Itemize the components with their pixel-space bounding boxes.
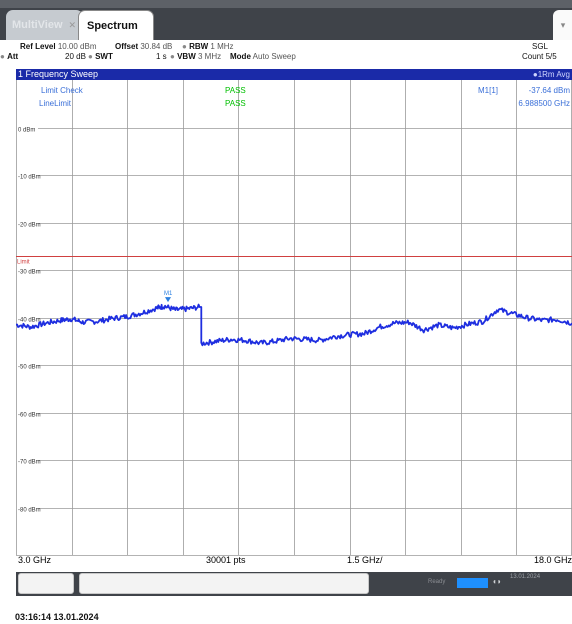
- ref-level-param[interactable]: Ref Level 10.00 dBm: [20, 42, 97, 51]
- mode-param[interactable]: Mode Auto Sweep: [230, 52, 296, 61]
- plot-background: [16, 80, 572, 567]
- bullet-icon: ●: [182, 42, 187, 51]
- trace-label: 1Rm Avg: [537, 70, 570, 79]
- offset-label: Offset: [115, 42, 139, 51]
- y-tick-label: -50 dBm: [18, 365, 41, 371]
- sweep-count: Count 5/5: [522, 52, 557, 61]
- y-tick-labels: 0 dBm -10 dBm -20 dBm -30 dBm -40 dBm -50 dBm…: [18, 128, 41, 514]
- marker-readout-frequency: 6.988500 GHz: [518, 99, 570, 108]
- tab-close-icon[interactable]: ✕: [68, 19, 77, 30]
- window-title-bar[interactable]: 1 Frequency Sweep ●1Rm Avg: [16, 69, 572, 80]
- stop-frequency: 18.0 GHz: [533, 555, 572, 565]
- att-param[interactable]: ● Att: [0, 52, 18, 61]
- trace-indicator: ●1Rm Avg: [533, 69, 570, 80]
- bullet-icon: ●: [170, 52, 175, 61]
- tab-multiview[interactable]: MultiView ✕: [6, 10, 83, 40]
- att-value: 20 dB: [65, 52, 86, 61]
- window-title: 1 Frequency Sweep: [18, 69, 99, 79]
- line-limit-result: PASS: [225, 99, 246, 108]
- marker-m1-triangle: [165, 297, 171, 303]
- line-limit-label: LineLimit: [39, 99, 72, 108]
- spectrum-plot[interactable]: Limit 0 dBm -10 dBm -20 dBm -30 dBm -40 dBm -…: [16, 80, 572, 567]
- offset-value: 30.84 dB: [140, 42, 173, 51]
- mode-value: Auto Sweep: [252, 52, 296, 61]
- trace-group: [16, 303, 572, 347]
- status-date: 13.01.2024: [510, 574, 541, 580]
- bullet-icon: ●: [88, 52, 93, 61]
- plot-grid: [16, 80, 572, 556]
- y-tick-label: -20 dBm: [18, 223, 41, 229]
- att-label: Att: [7, 52, 19, 61]
- vbw-label: VBW: [177, 52, 196, 61]
- ref-level-label: Ref Level: [20, 42, 56, 51]
- marker-readout-label: M1[1]: [478, 86, 498, 95]
- status-bar: Ready ◖◗ 13.01.2024: [16, 572, 572, 596]
- tab-multiview-label: MultiView: [12, 19, 63, 31]
- vbw-value: 3 MHz: [197, 52, 222, 61]
- y-tick-label: -80 dBm: [18, 508, 41, 514]
- span-per-division: 1.5 GHz/: [347, 555, 383, 565]
- measurement-parameters-panel[interactable]: Ref Level 10.00 dBm Offset 30.84 dB ● RB…: [0, 40, 572, 68]
- tab-dropdown-chevron-icon[interactable]: ▾: [553, 10, 572, 40]
- sgl-indicator: SGL: [532, 42, 549, 51]
- trace-1-line: [16, 303, 572, 347]
- rbw-value: 1 MHz: [210, 42, 234, 51]
- offset-param[interactable]: Offset 30.84 dB: [115, 42, 172, 51]
- mode-label: Mode: [230, 52, 251, 61]
- marker-readout-level: -37.64 dBm: [529, 86, 571, 95]
- trace-dot-icon: ●: [532, 70, 538, 79]
- swt-value: 1 s: [156, 52, 167, 61]
- limit-check-label: Limit Check: [41, 86, 84, 95]
- swt-label: SWT: [95, 52, 113, 61]
- tab-spectrum[interactable]: Spectrum: [78, 10, 154, 40]
- swt-param[interactable]: ● SWT: [88, 52, 113, 61]
- ref-level-value: 10.00 dBm: [57, 42, 97, 51]
- start-frequency: 3.0 GHz: [18, 555, 52, 565]
- vbw-param[interactable]: ● VBW 3 MHz: [170, 52, 221, 61]
- screenshot-timestamp: 03:16:14 13.01.2024: [15, 612, 99, 622]
- status-field-left[interactable]: [18, 573, 74, 594]
- marker-m1-label: M1: [164, 291, 173, 297]
- limit-line-label: Limit: [17, 260, 30, 266]
- limit-line-group: Limit: [16, 256, 572, 266]
- instrument-status-icon: ◖◗: [492, 577, 502, 586]
- limit-check-result: PASS: [225, 86, 246, 95]
- bullet-icon: ●: [0, 52, 5, 61]
- rbw-label: RBW: [189, 42, 209, 51]
- y-tick-label: -70 dBm: [18, 460, 41, 466]
- y-tick-label: 0 dBm: [18, 128, 35, 134]
- top-toolbar-strip: [0, 0, 572, 8]
- rbw-param[interactable]: ● RBW 1 MHz: [182, 42, 234, 51]
- y-tick-label: -60 dBm: [18, 413, 41, 419]
- y-tick-label: -30 dBm: [18, 270, 41, 276]
- marker-group: M1: [164, 291, 173, 303]
- sweep-points: 30001 pts: [206, 555, 246, 565]
- tab-spectrum-label: Spectrum: [87, 19, 138, 32]
- y-tick-label: -10 dBm: [18, 175, 41, 181]
- progress-indicator: [457, 578, 488, 588]
- frequency-axis-footer: 3.0 GHz 30001 pts 1.5 GHz/ 18.0 GHz: [16, 555, 572, 567]
- y-tick-label: -40 dBm: [18, 318, 41, 324]
- status-message-field[interactable]: [79, 573, 369, 594]
- ready-label: Ready: [428, 579, 446, 585]
